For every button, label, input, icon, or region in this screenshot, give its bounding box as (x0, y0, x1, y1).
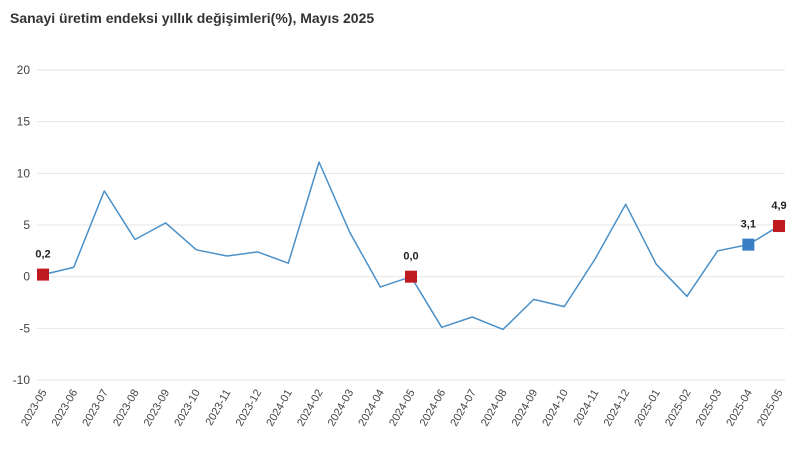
y-tick-label: 0 (23, 270, 30, 284)
grid-layer (37, 69, 785, 381)
x-tick-label: 2023-07 (80, 388, 111, 429)
x-tick-label: 2024-08 (479, 388, 510, 429)
x-tick-label: 2023-06 (50, 388, 81, 429)
y-tick-label: 20 (17, 63, 31, 77)
x-tick-label: 2024-10 (540, 388, 571, 429)
data-label: 0,0 (403, 251, 418, 263)
x-tick-label: 2023-12 (234, 388, 265, 429)
data-label: 3,1 (741, 219, 756, 231)
x-tick-label: 2024-05 (387, 388, 418, 429)
y-axis-ticks: -10 -5 0 5 10 15 20 (13, 63, 31, 387)
x-tick-label: 2024-02 (295, 388, 326, 429)
y-tick-label: 5 (23, 218, 30, 232)
data-label: 4,9 (771, 200, 786, 212)
x-tick-label: 2024-12 (602, 388, 633, 429)
data-label: 0,2 (35, 249, 50, 261)
data-labels: 0,2 0,0 3,1 4,9 (35, 200, 786, 263)
x-tick-label: 2024-07 (448, 388, 479, 429)
y-tick-label: -10 (13, 373, 31, 387)
x-tick-label: 2024-09 (510, 388, 541, 429)
x-tick-label: 2024-03 (326, 388, 357, 429)
x-tick-label: 2025-01 (632, 388, 663, 429)
x-tick-label: 2023-09 (142, 388, 173, 429)
x-tick-label: 2024-01 (264, 388, 295, 429)
data-point-marker (37, 268, 49, 281)
x-tick-label: 2023-10 (172, 388, 203, 429)
x-tick-label: 2023-05 (19, 388, 50, 429)
x-tick-label: 2023-08 (111, 388, 142, 429)
data-point-marker (405, 270, 417, 283)
x-tick-label: 2025-02 (663, 388, 694, 429)
y-tick-label: 15 (17, 115, 31, 129)
x-tick-label: 2024-04 (356, 388, 387, 429)
x-tick-label: 2024-06 (418, 388, 449, 429)
y-tick-label: 10 (17, 166, 31, 180)
x-axis-ticks: 2023-05 2023-06 2023-07 2023-08 2023-09 2023-… (19, 388, 786, 429)
y-tick-label: -5 (19, 321, 30, 335)
x-tick-label: 2025-03 (694, 388, 725, 429)
series-line (42, 161, 780, 331)
x-tick-label: 2025-05 (755, 388, 786, 429)
x-tick-label: 2023-11 (203, 388, 233, 428)
series-line-layer (42, 161, 780, 331)
chart-title: Sanayi üretim endeksi yıllık değişimleri… (10, 10, 375, 26)
data-point-marker (773, 220, 785, 233)
highlight-markers (37, 220, 785, 283)
data-point-marker (742, 238, 755, 251)
x-tick-label: 2025-04 (724, 388, 755, 429)
x-tick-label: 2024-11 (571, 388, 601, 428)
